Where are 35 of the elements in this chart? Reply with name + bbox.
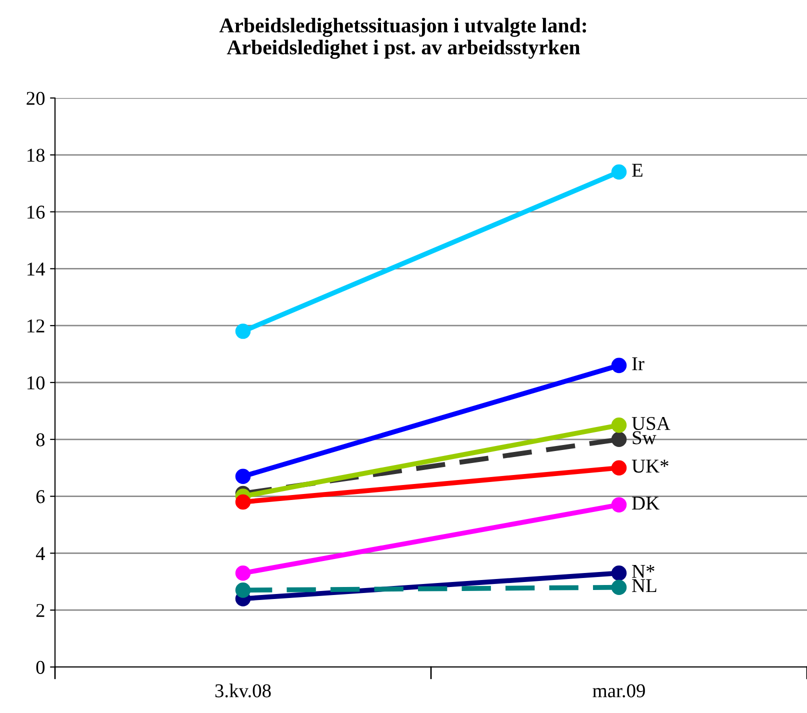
x-tick-label: mar.09: [592, 684, 645, 698]
y-tick-label: 8: [36, 433, 45, 446]
x-tick-label: 3.kv.08: [215, 684, 271, 698]
series-label: DK: [632, 496, 660, 510]
y-tick-label: 4: [36, 547, 45, 560]
series-label: N*: [632, 565, 654, 578]
point: [611, 460, 627, 476]
y-tick-label: 2: [36, 604, 44, 617]
y-tick-label: 14: [28, 262, 45, 276]
series-label: Ir: [632, 357, 644, 370]
point: [611, 580, 627, 595]
series-label: E: [632, 164, 642, 177]
series-label: UK*: [632, 460, 668, 473]
y-tick-label: 12: [28, 319, 44, 332]
point: [235, 324, 251, 339]
point: [235, 468, 251, 484]
chart-title: Arbeidsledighetssituasjon i utvalgte land: Arbeidsledighet i pst. av arbeidsstyrken: [219, 18, 586, 59]
point: [611, 418, 627, 433]
y-tick-label: 16: [28, 206, 45, 219]
point: [235, 565, 251, 581]
y-tick-label: 6: [36, 490, 45, 504]
point: [611, 497, 627, 512]
y-tick-label: 0: [36, 660, 45, 674]
series-label: USA: [632, 416, 670, 430]
point: [611, 565, 627, 581]
series-label: Sw: [632, 431, 656, 444]
point: [235, 494, 251, 510]
point: [235, 582, 251, 598]
point: [611, 164, 627, 180]
y-tick-label: 20: [26, 92, 45, 105]
point: [611, 358, 627, 374]
y-tick-label: 10: [28, 376, 45, 390]
series-label: NL: [632, 579, 656, 592]
y-tick-label: 18: [28, 148, 45, 162]
point: [611, 432, 627, 448]
